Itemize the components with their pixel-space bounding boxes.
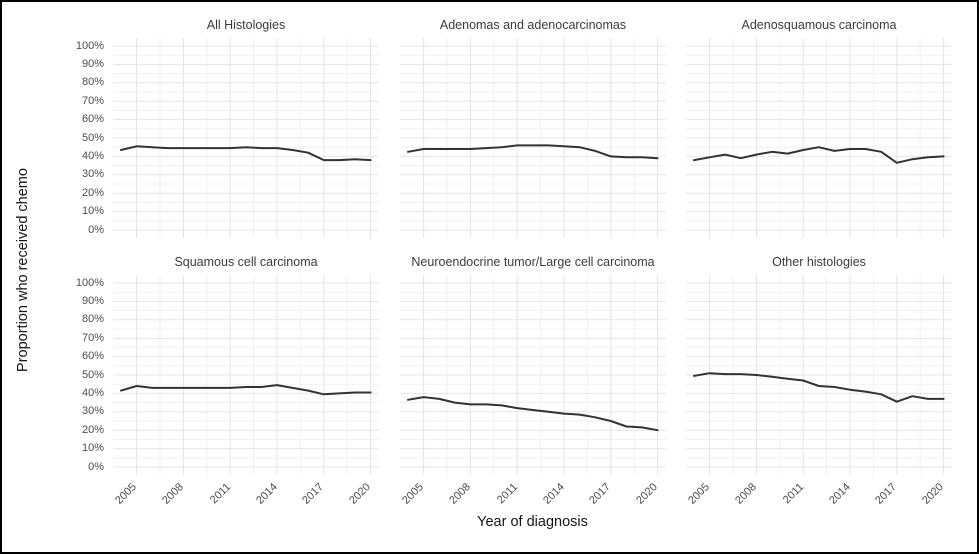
y-axis-tick-label: 70% <box>81 94 104 107</box>
gridlines-major <box>400 275 666 475</box>
y-axis-tick-label: 80% <box>81 313 104 326</box>
panel-plot-svg <box>113 38 379 238</box>
panel-title: Squamous cell carcinoma <box>174 255 318 269</box>
gridlines-major <box>686 38 952 238</box>
x-axis-tick-label: 2008 <box>160 481 186 507</box>
x-axis-tick-label: 2005 <box>686 481 713 507</box>
y-axis-tick-label: 0% <box>88 460 104 473</box>
panel-title: Neuroendocrine tumor/Large cell carcinom… <box>411 255 655 269</box>
y-axis-tick-label: 40% <box>81 386 104 399</box>
y-axis-tick-label: 20% <box>81 423 104 436</box>
y-axis-title: Proportion who received chemo <box>15 168 31 372</box>
line-series <box>693 146 945 164</box>
y-axis-tick-label: 50% <box>81 368 104 381</box>
y-axis-tick-label: 20% <box>81 186 104 199</box>
gridlines-minor <box>686 38 952 238</box>
facet-panel <box>113 275 379 475</box>
y-axis-tick-label: 50% <box>81 131 104 144</box>
x-axis-tick-label: 2017 <box>873 481 900 507</box>
line-series <box>407 396 659 432</box>
x-axis-tick-label: 2017 <box>300 481 327 507</box>
gridlines-minor <box>400 38 666 238</box>
x-axis-tick-label: 2017 <box>587 481 614 507</box>
facet-panel <box>686 275 952 475</box>
panel-title: Adenosquamous carcinoma <box>741 18 897 32</box>
facet-panel <box>400 38 666 238</box>
x-axis-tick-label: 2005 <box>113 481 140 507</box>
y-axis-tick-label: 60% <box>81 350 104 363</box>
line-series <box>120 145 372 162</box>
y-axis-tick-label: 70% <box>81 331 104 344</box>
line-series <box>120 384 372 396</box>
y-axis-tick-label: 0% <box>88 223 104 236</box>
x-axis-tick-label: 2008 <box>447 481 473 507</box>
x-axis-tick-label: 2011 <box>207 481 233 507</box>
y-axis-tick-label: 90% <box>81 294 104 307</box>
facet-panel <box>113 38 379 238</box>
gridlines-major <box>400 38 666 238</box>
facet-panel <box>400 275 666 475</box>
panel-plot-svg <box>400 275 666 475</box>
x-axis-tick-label: 2011 <box>780 481 806 507</box>
panel-plot-svg <box>686 38 952 238</box>
line-series <box>693 372 945 403</box>
x-axis-tick-label: 2005 <box>400 481 427 507</box>
panel-plot-svg <box>686 275 952 475</box>
y-axis-tick-label: 10% <box>81 205 104 218</box>
y-axis-tick-label: 40% <box>81 149 104 162</box>
x-axis-tick-label: 2020 <box>920 481 947 507</box>
gridlines-major <box>113 38 379 238</box>
panel-plot-svg <box>400 38 666 238</box>
panel-title: Adenomas and adenocarcinomas <box>439 18 627 32</box>
panel-plot-svg <box>113 275 379 475</box>
panel-title: Other histologies <box>772 255 866 269</box>
y-axis-tick-label: 100% <box>75 276 104 289</box>
x-axis-title: Year of diagnosis <box>477 514 588 530</box>
gridlines-major <box>113 275 379 475</box>
y-axis-tick-label: 80% <box>81 76 104 89</box>
line-series <box>407 144 659 160</box>
x-axis-tick-label: 2011 <box>494 481 520 507</box>
y-axis-tick-label: 10% <box>81 442 104 455</box>
y-axis-tick-label: 30% <box>81 168 104 181</box>
y-axis-tick-label: 30% <box>81 405 104 418</box>
x-axis-tick-label: 2014 <box>826 481 853 507</box>
y-axis-tick-label: 90% <box>81 57 104 70</box>
x-axis-tick-label: 2008 <box>733 481 759 507</box>
x-axis-tick-label: 2020 <box>347 481 374 507</box>
facet-panel <box>686 38 952 238</box>
x-axis-tick-label: 2020 <box>634 481 661 507</box>
y-axis-tick-label: 100% <box>75 39 104 52</box>
x-axis-tick-label: 2014 <box>540 481 567 507</box>
y-axis-tick-label: 60% <box>81 113 104 126</box>
x-axis-tick-label: 2014 <box>253 481 280 507</box>
panel-title: All Histologies <box>206 18 286 32</box>
